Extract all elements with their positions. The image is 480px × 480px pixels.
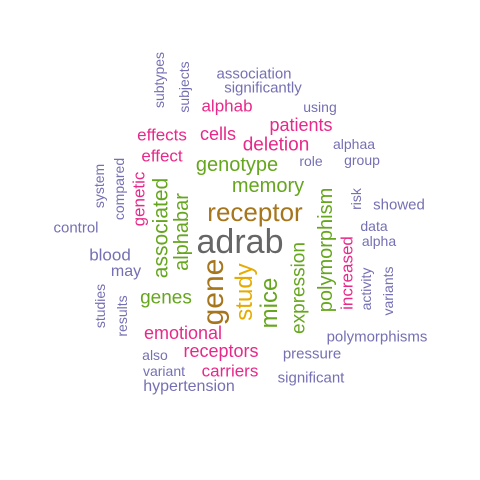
- word-also: also: [142, 347, 168, 363]
- word-deletion: deletion: [242, 134, 310, 156]
- word-increased: increased: [337, 236, 357, 310]
- word-effect: effect: [141, 146, 183, 166]
- word-gene: gene: [197, 258, 230, 326]
- word-receptor: receptor: [207, 197, 303, 227]
- word-receptors: receptors: [183, 341, 259, 361]
- word-cells: cells: [199, 124, 237, 144]
- word-results: results: [114, 295, 130, 337]
- word-role: role: [299, 153, 323, 169]
- word-genotype: genotype: [195, 154, 279, 176]
- word-alphaa: alphaa: [332, 136, 376, 152]
- word-effects: effects: [137, 125, 187, 145]
- word-significant: significant: [277, 369, 345, 387]
- word-patients: patients: [269, 115, 333, 135]
- word-association: association: [216, 65, 292, 83]
- word-showed: showed: [373, 196, 425, 214]
- word-adrab: adrab: [196, 223, 284, 261]
- word-risk: risk: [348, 188, 364, 210]
- word-studies: studies: [92, 283, 108, 329]
- word-activity: activity: [358, 267, 374, 311]
- word-alphabar: alphabar: [171, 193, 193, 271]
- word-genes: genes: [140, 287, 192, 309]
- word-alphab: alphab: [201, 96, 253, 116]
- word-alpha: alpha: [361, 233, 397, 249]
- word-mice: mice: [256, 277, 283, 329]
- word-blood: blood: [89, 245, 131, 265]
- word-data: data: [360, 218, 388, 234]
- word-genetic: genetic: [129, 171, 149, 227]
- word-system: system: [91, 163, 107, 209]
- word-significantly: significantly: [224, 79, 302, 97]
- word-compared: compared: [111, 157, 127, 221]
- word-study: study: [231, 263, 258, 321]
- word-polymorphism: polymorphism: [315, 187, 337, 313]
- word-polymorphisms: polymorphisms: [326, 328, 428, 346]
- word-group: group: [344, 152, 380, 168]
- word-variants: variants: [380, 266, 396, 316]
- word-carriers: carriers: [201, 361, 259, 381]
- word-using: using: [303, 99, 337, 115]
- word-associated: associated: [149, 177, 173, 279]
- word-pressure: pressure: [282, 345, 342, 363]
- word-memory: memory: [231, 175, 305, 197]
- word-variant: variant: [142, 363, 186, 379]
- word-hypertension: hypertension: [143, 378, 235, 395]
- word-subjects: subjects: [176, 61, 192, 113]
- word-control: control: [53, 219, 99, 237]
- word-emotional: emotional: [143, 323, 223, 343]
- word-subtypes: subtypes: [151, 51, 167, 109]
- word-expression: expression: [288, 242, 310, 334]
- word-may: may: [110, 263, 142, 280]
